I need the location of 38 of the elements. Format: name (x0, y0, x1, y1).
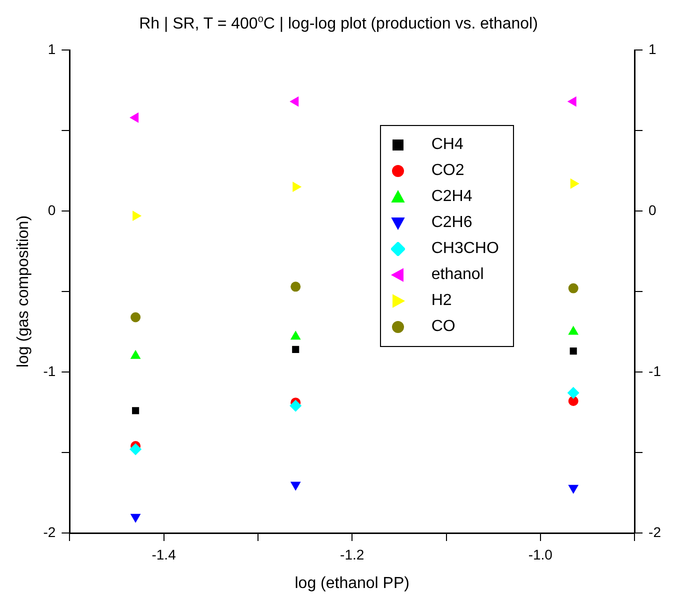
legend-label: CO2 (431, 162, 464, 180)
legend-label: CH3CHO (431, 240, 499, 258)
point (290, 482, 301, 491)
point (570, 178, 580, 189)
point (567, 386, 580, 399)
point (290, 282, 301, 292)
y-tick-label: -1 (43, 362, 56, 379)
point (570, 348, 577, 355)
x-tick-label: -1.4 (152, 546, 176, 562)
legend-label: ethanol (431, 266, 484, 284)
x-tick-label: -1.2 (340, 546, 364, 562)
point (130, 514, 141, 523)
point (132, 407, 140, 414)
point (290, 96, 299, 107)
legend-label: CH4 (431, 136, 464, 154)
x-tick-label: -1.0 (528, 546, 553, 562)
point (290, 330, 301, 340)
y2-tick-label: -1 (648, 362, 662, 379)
point (292, 346, 300, 353)
point (568, 484, 579, 494)
legend-label: C2H4 (431, 188, 472, 206)
point (130, 312, 141, 322)
y2-tick-label: -2 (648, 524, 662, 540)
legend-label: C2H6 (431, 214, 472, 232)
y2-tick-label: 1 (648, 40, 657, 57)
point (568, 283, 578, 294)
point (290, 400, 302, 412)
legend-label: CO (431, 318, 456, 336)
point (130, 112, 139, 123)
y-tick-label: 0 (48, 202, 56, 218)
x-axis-title: log (ethanol PP) (294, 574, 410, 592)
point (130, 443, 142, 456)
legend-label: H2 (431, 292, 452, 310)
y-tick-label: 1 (48, 40, 56, 57)
chart-title: Rh | SR, T = 400$^{o}$C | log-log plot (production vs. ethanol) (138, 14, 539, 34)
y-tick-label: -2 (43, 524, 56, 540)
y-axis-title: log (gas composition) (15, 215, 32, 368)
y2-tick-label: 0 (648, 202, 657, 218)
